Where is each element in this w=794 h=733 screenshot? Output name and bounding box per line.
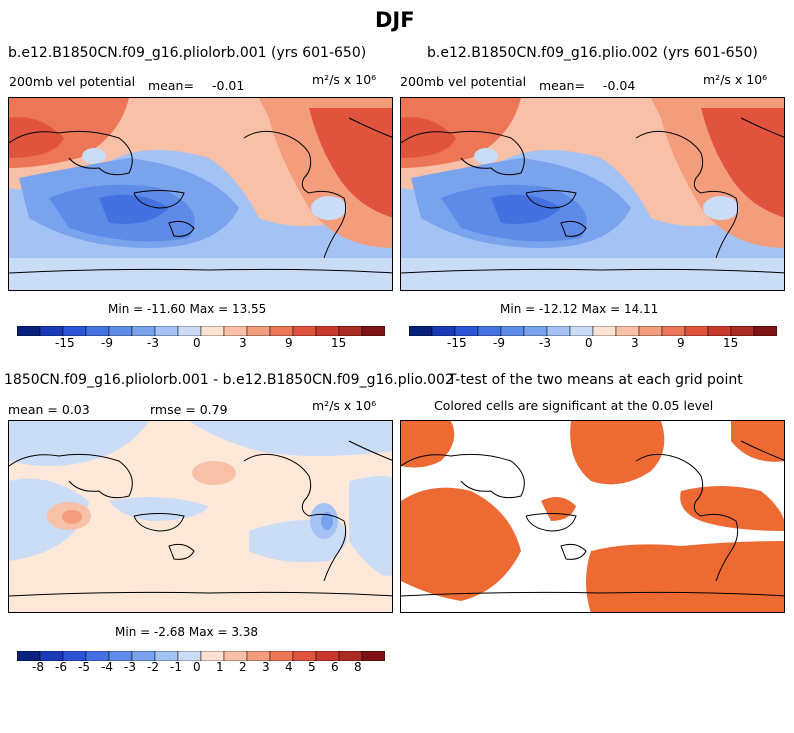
colorbar-swatch — [546, 325, 571, 337]
colorbar-swatch — [408, 325, 433, 337]
colorbar-tick-label: 15 — [331, 336, 347, 350]
colorbar-tick-label: 4 — [285, 660, 293, 674]
colorbar-swatch — [730, 325, 755, 337]
colorbar-tick-label: -8 — [32, 660, 44, 674]
colorbar-swatch — [16, 325, 41, 337]
colorbar-swatch — [131, 325, 156, 337]
panel3-map — [8, 420, 393, 613]
colorbar-swatch — [315, 325, 340, 337]
colorbar-tick-label: 2 — [239, 660, 247, 674]
figure-title: DJF — [375, 8, 415, 32]
colorbar-tick-label: 3 — [631, 336, 639, 350]
colorbar-swatch — [223, 325, 248, 337]
colorbar-tick-label: 3 — [262, 660, 270, 674]
colorbar-swatch — [292, 325, 317, 337]
colorbar-tick-label: -15 — [447, 336, 467, 350]
colorbar-tick-label: 3 — [239, 336, 247, 350]
panel2-units: m²/s x 10⁶ — [703, 72, 768, 87]
colorbar-tick-label: 9 — [677, 336, 685, 350]
colorbar-swatch — [246, 325, 271, 337]
panel2-mean-label: mean= — [539, 78, 585, 93]
colorbar-tick-label: -3 — [539, 336, 551, 350]
colorbar-tick-label: 9 — [285, 336, 293, 350]
colorbar-swatch — [154, 325, 179, 337]
panel4-map — [400, 420, 785, 613]
panel2-map — [400, 97, 785, 291]
colorbar-tick-label: -3 — [147, 336, 159, 350]
panel2-title: b.e12.B1850CN.f09_g16.plio.002 (yrs 601-… — [427, 45, 758, 61]
colorbar-swatch — [177, 325, 202, 337]
colorbar-swatch — [592, 325, 617, 337]
colorbar-swatch — [500, 325, 525, 337]
colorbar-tick-label: -4 — [101, 660, 113, 674]
panel1-variable: 200mb vel potential — [9, 74, 136, 89]
panel3-minmax: Min = -2.68 Max = 3.38 — [115, 625, 259, 639]
colorbar-tick-label: 0 — [585, 336, 593, 350]
panel3-rmse: rmse = 0.79 — [150, 402, 228, 417]
colorbar-swatch — [108, 325, 133, 337]
colorbar-tick-label: 8 — [354, 660, 362, 674]
panel3-colorbar-labels: -8 -6 -5 -4 -3 -2 -1 0 1 2 3 4 5 6 8 — [17, 660, 385, 674]
colorbar-tick-label: -2 — [147, 660, 159, 674]
velocity-potential-field-1 — [9, 98, 392, 290]
colorbar-tick-label: 15 — [723, 336, 739, 350]
panel1-colorbar — [16, 323, 386, 337]
colorbar-swatch — [85, 325, 110, 337]
colorbar-swatch — [615, 325, 640, 337]
colorbar-tick-label: 0 — [193, 336, 201, 350]
colorbar-swatch — [269, 325, 294, 337]
colorbar-swatch — [454, 325, 479, 337]
colorbar-swatch — [477, 325, 502, 337]
colorbar-swatch — [62, 325, 87, 337]
colorbar-tick-label: -9 — [493, 336, 505, 350]
panel4-title: T-test of the two means at each grid poi… — [448, 372, 743, 388]
colorbar-tick-label: -6 — [55, 660, 67, 674]
panel2-variable: 200mb vel potential — [400, 74, 527, 89]
colorbar-swatch — [200, 325, 225, 337]
panel3-colorbar — [16, 648, 386, 662]
panel3-mean: mean = 0.03 — [8, 402, 90, 417]
panel3-title: 1850CN.f09_g16.pliolorb.001 - b.e12.B185… — [4, 372, 454, 388]
colorbar-tick-label: -1 — [170, 660, 182, 674]
panel2-mean-value: -0.04 — [603, 78, 636, 93]
significance-field — [401, 421, 784, 612]
colorbar-tick-label: -9 — [101, 336, 113, 350]
colorbar-tick-label: -5 — [78, 660, 90, 674]
colorbar-tick-label: 1 — [216, 660, 224, 674]
panel4-subtitle: Colored cells are significant at the 0.0… — [434, 398, 714, 413]
colorbar-swatch — [338, 325, 363, 337]
colorbar-swatch — [707, 325, 732, 337]
colorbar-swatch — [361, 325, 386, 337]
colorbar-1 — [16, 325, 386, 337]
panel1-minmax: Min = -11.60 Max = 13.55 — [108, 302, 267, 316]
colorbar-swatch — [569, 325, 594, 337]
colorbar-tick-label: 6 — [331, 660, 339, 674]
panel3-units: m²/s x 10⁶ — [312, 398, 377, 413]
colorbar-swatch — [684, 325, 709, 337]
colorbar-tick-label: -15 — [55, 336, 75, 350]
colorbar-swatch — [523, 325, 548, 337]
colorbar-tick-label: 5 — [308, 660, 316, 674]
panel1-units: m²/s x 10⁶ — [312, 72, 377, 87]
colorbar-swatch — [753, 325, 778, 337]
colorbar-swatch — [638, 325, 663, 337]
panel2-minmax: Min = -12.12 Max = 14.11 — [500, 302, 659, 316]
colorbar-swatch — [39, 325, 64, 337]
colorbar-2 — [408, 325, 778, 337]
panel1-title: b.e12.B1850CN.f09_g16.pliolorb.001 (yrs … — [8, 45, 367, 61]
panel1-colorbar-labels: -15 -9 -3 0 3 9 15 — [17, 336, 385, 350]
panel1-map — [8, 97, 393, 291]
colorbar-swatch — [431, 325, 456, 337]
panel1-mean-label: mean= — [148, 78, 194, 93]
panel2-colorbar — [408, 323, 778, 337]
panel1-mean-value: -0.01 — [212, 78, 245, 93]
difference-field — [9, 421, 392, 612]
colorbar-swatch — [661, 325, 686, 337]
colorbar-tick-label: 0 — [193, 660, 201, 674]
panel2-colorbar-labels: -15 -9 -3 0 3 9 15 — [409, 336, 777, 350]
colorbar-tick-label: -3 — [124, 660, 136, 674]
velocity-potential-field-2 — [401, 98, 784, 290]
